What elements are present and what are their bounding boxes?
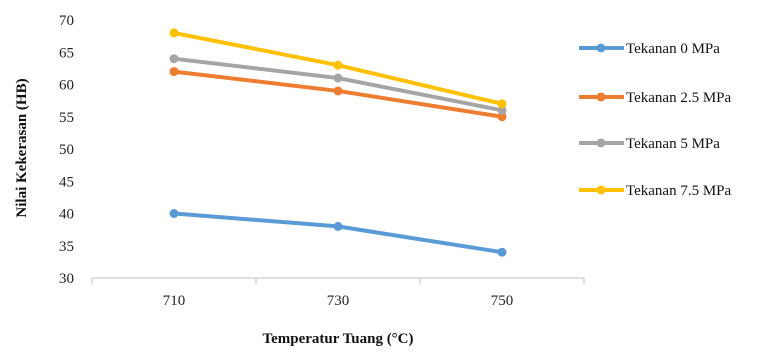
legend-item: Tekanan 7.5 MPa	[579, 183, 732, 199]
x-tick-label: 730	[327, 293, 350, 309]
y-tick-label: 55	[59, 110, 74, 126]
legend-swatch-marker	[596, 43, 606, 53]
y-tick-label: 70	[59, 13, 74, 29]
x-axis-title: Temperatur Tuang (°C)	[262, 331, 413, 347]
legend-label: Tekanan 2.5 MPa	[626, 90, 732, 106]
data-point	[497, 105, 507, 115]
y-tick-label: 60	[59, 78, 74, 94]
data-point	[333, 221, 343, 231]
legend-item: Tekanan 2.5 MPa	[579, 90, 732, 106]
data-point	[497, 112, 507, 122]
series	[169, 209, 507, 257]
x-tick-label: 710	[163, 293, 186, 309]
y-tick-label: 45	[59, 174, 74, 190]
y-axis-ticks: 30 35 40 45 50 55 60 65 70	[59, 13, 74, 287]
y-tick-label: 30	[59, 271, 74, 287]
series	[169, 67, 507, 122]
y-tick-label: 40	[59, 207, 74, 223]
legend-label: Tekanan 7.5 MPa	[626, 183, 732, 199]
series-group	[169, 28, 507, 257]
legend-label: Tekanan 0 MPa	[626, 41, 720, 57]
data-point	[169, 209, 179, 218]
y-tick-label: 35	[59, 239, 74, 255]
series	[169, 28, 507, 109]
y-tick-label: 50	[59, 142, 74, 158]
data-point	[169, 54, 179, 64]
series-line	[172, 211, 504, 255]
legend-item: Tekanan 0 MPa	[579, 41, 720, 57]
x-axis: 710 730 750	[91, 277, 585, 309]
y-tick-label: 65	[59, 45, 74, 61]
data-point	[333, 73, 343, 83]
data-point	[333, 86, 343, 96]
legend-swatch-marker	[596, 185, 606, 195]
y-axis-title: Nilai Kekerasan (HB)	[14, 78, 30, 217]
x-tick-label: 750	[491, 293, 514, 309]
legend-swatch-marker	[596, 92, 606, 102]
data-point	[169, 28, 179, 38]
data-point	[169, 67, 179, 77]
data-point	[497, 99, 507, 109]
legend-label: Tekanan 5 MPa	[626, 136, 720, 152]
series	[169, 54, 507, 115]
legend: Tekanan 0 MPa Tekanan 2.5 MPa Tekanan 5 MP…	[579, 41, 732, 199]
legend-item: Tekanan 5 MPa	[579, 136, 720, 152]
data-point	[333, 60, 343, 70]
legend-swatch-marker	[596, 138, 606, 148]
data-point	[497, 247, 507, 257]
